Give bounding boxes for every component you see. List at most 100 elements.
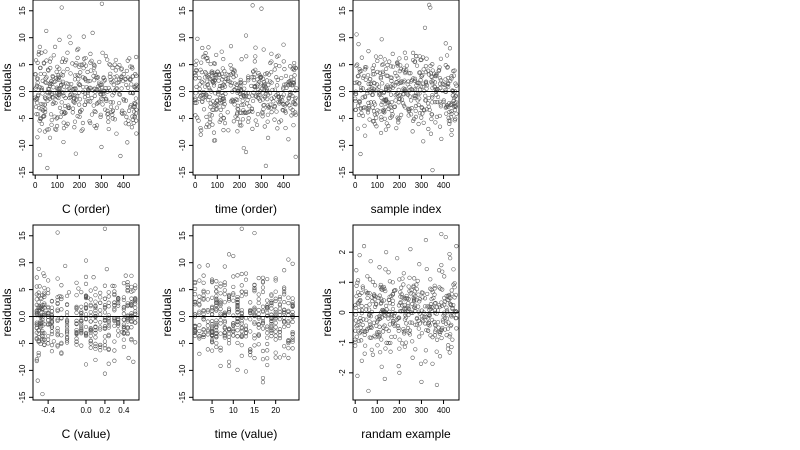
- data-point: [418, 57, 423, 63]
- data-point: [235, 340, 240, 345]
- data-point: [79, 128, 84, 133]
- y-axis-label: residuals: [320, 63, 334, 111]
- data-point: [406, 312, 411, 318]
- data-point: [76, 46, 81, 51]
- data-point: [445, 65, 450, 70]
- data-point: [421, 120, 426, 125]
- data-point: [260, 375, 266, 381]
- data-point: [409, 98, 414, 103]
- data-point: [360, 284, 365, 289]
- data-point: [112, 348, 117, 353]
- data-point: [255, 77, 260, 82]
- data-point: [269, 70, 274, 75]
- data-point: [75, 114, 80, 119]
- data-point: [74, 328, 79, 333]
- data-point: [223, 91, 228, 96]
- data-point: [73, 86, 78, 92]
- data-point: [65, 67, 70, 72]
- data-point: [434, 114, 439, 119]
- data-point: [76, 77, 81, 82]
- data-point: [235, 295, 240, 300]
- data-point: [112, 289, 117, 294]
- data-point: [444, 103, 450, 108]
- data-point: [453, 81, 458, 86]
- data-point: [126, 108, 132, 113]
- data-point: [407, 332, 413, 337]
- data-point: [449, 101, 454, 106]
- data-point: [390, 280, 395, 285]
- data-point: [353, 305, 358, 310]
- data-point: [292, 73, 297, 78]
- data-point: [378, 130, 384, 136]
- data-point: [97, 59, 102, 64]
- data-point: [422, 108, 427, 113]
- data-point: [241, 146, 246, 151]
- data-point: [83, 99, 89, 104]
- data-point: [93, 304, 98, 309]
- data-point: [269, 110, 274, 115]
- data-point: [218, 284, 223, 289]
- data-point: [93, 286, 98, 291]
- data-point: [248, 347, 253, 352]
- data-point: [126, 118, 131, 123]
- data-point: [124, 114, 129, 119]
- data-point: [429, 287, 434, 292]
- data-point: [222, 326, 227, 331]
- data-point: [367, 307, 372, 312]
- data-point: [273, 325, 278, 330]
- data-point: [214, 333, 219, 338]
- data-point: [425, 291, 430, 296]
- data-point: [290, 299, 295, 305]
- data-point: [409, 87, 414, 92]
- data-point: [233, 73, 238, 78]
- data-point: [129, 325, 134, 330]
- data-point: [370, 352, 375, 357]
- data-point: [364, 304, 369, 309]
- data-point: [291, 101, 296, 106]
- data-point: [226, 294, 232, 299]
- x-axis-label: time (order): [215, 202, 277, 216]
- data-point: [222, 313, 227, 318]
- data-point: [33, 72, 38, 77]
- data-point: [116, 328, 121, 333]
- data-point: [201, 297, 206, 302]
- data-point: [217, 84, 223, 89]
- x-tick-label: 400: [277, 181, 291, 190]
- data-point: [210, 280, 215, 285]
- data-point: [53, 100, 58, 106]
- data-point: [116, 321, 121, 326]
- data-point: [222, 318, 227, 324]
- data-point: [93, 346, 98, 351]
- data-point: [383, 97, 388, 103]
- data-point: [419, 105, 424, 110]
- data-point: [277, 303, 282, 308]
- data-point: [424, 86, 429, 91]
- data-point: [57, 66, 62, 71]
- data-point: [412, 76, 418, 81]
- data-point: [282, 353, 287, 358]
- data-point: [269, 306, 274, 311]
- data-point: [98, 342, 103, 347]
- data-point: [445, 346, 451, 351]
- data-point: [43, 76, 48, 81]
- y-tick-label: 10: [178, 33, 187, 42]
- data-point: [218, 298, 223, 303]
- data-point: [125, 287, 130, 293]
- data-point: [237, 81, 242, 86]
- data-point: [74, 336, 79, 341]
- data-point: [396, 325, 401, 331]
- data-point: [400, 276, 405, 281]
- data-point: [129, 64, 135, 69]
- data-point: [429, 304, 434, 309]
- data-point: [273, 289, 278, 294]
- data-point: [207, 119, 212, 125]
- data-point: [83, 56, 88, 61]
- data-point: [354, 63, 359, 68]
- data-point: [218, 321, 223, 326]
- data-point: [391, 288, 397, 293]
- data-point: [273, 307, 278, 312]
- data-point: [251, 90, 256, 95]
- data-point: [55, 298, 60, 303]
- data-point: [428, 131, 434, 136]
- data-point: [235, 106, 240, 111]
